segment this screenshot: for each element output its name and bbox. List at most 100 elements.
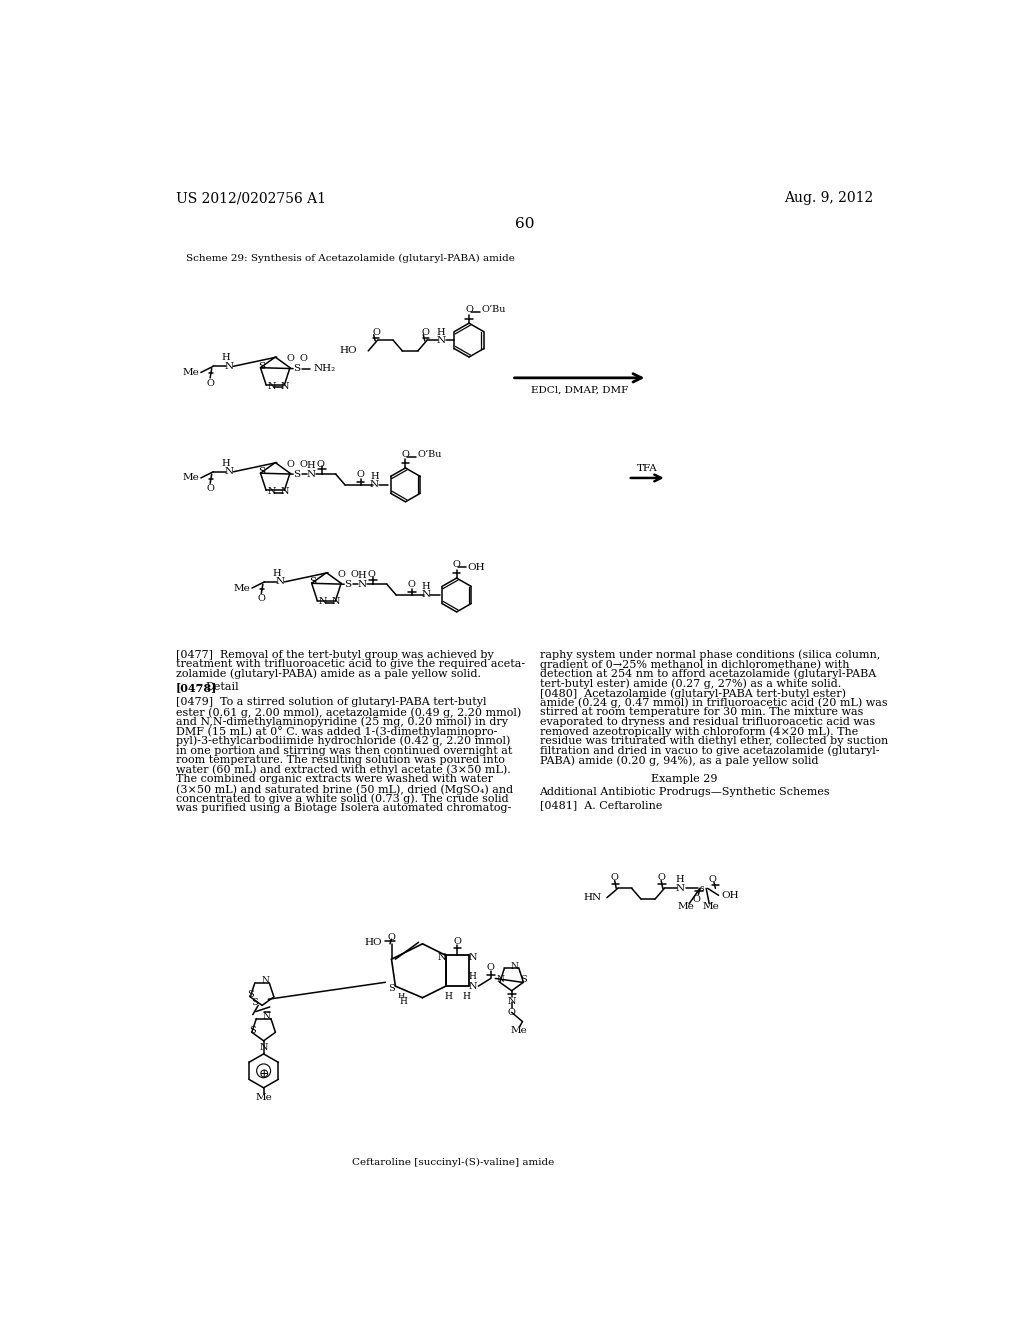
Text: H: H xyxy=(221,459,230,467)
Text: H: H xyxy=(221,354,230,362)
Text: S: S xyxy=(258,467,265,477)
Text: Me: Me xyxy=(182,368,200,378)
Text: Me: Me xyxy=(233,583,251,593)
Text: [0478]: [0478] xyxy=(176,682,217,693)
Text: pyl)-3-ethylcarbodiimide hydrochloride (0.42 g, 2.20 mmol): pyl)-3-ethylcarbodiimide hydrochloride (… xyxy=(176,737,510,747)
Text: Ceftaroline [succinyl-(S)-valine] amide: Ceftaroline [succinyl-(S)-valine] amide xyxy=(352,1158,555,1167)
Text: treatment with trifluoroacetic acid to give the required aceta-: treatment with trifluoroacetic acid to g… xyxy=(176,659,525,669)
Text: S: S xyxy=(520,975,526,985)
Text: Detail: Detail xyxy=(206,682,240,692)
Text: O: O xyxy=(338,570,346,578)
Text: Me: Me xyxy=(678,903,694,911)
Text: N: N xyxy=(421,590,430,599)
Text: N: N xyxy=(469,953,477,962)
Text: stirred at room temperature for 30 min. The mixture was: stirred at room temperature for 30 min. … xyxy=(541,708,863,717)
Text: NH₂: NH₂ xyxy=(314,364,336,374)
Text: S: S xyxy=(388,983,395,993)
Text: N: N xyxy=(437,953,446,962)
Text: H: H xyxy=(306,461,315,470)
Text: H: H xyxy=(399,997,408,1006)
Text: S: S xyxy=(309,577,316,586)
Text: N: N xyxy=(332,598,340,606)
Text: removed azeotropically with chloroform (4×20 mL). The: removed azeotropically with chloroform (… xyxy=(541,726,858,738)
Text: N: N xyxy=(259,1043,268,1052)
Text: H: H xyxy=(357,572,367,581)
Text: [0480]  Acetazolamide (glutaryl-PABA tert-butyl ester): [0480] Acetazolamide (glutaryl-PABA tert… xyxy=(541,688,846,698)
Text: O: O xyxy=(287,459,295,469)
Text: O: O xyxy=(206,379,214,388)
Text: O: O xyxy=(287,354,295,363)
Text: O: O xyxy=(657,873,666,882)
Text: HN: HN xyxy=(584,894,602,902)
Text: S: S xyxy=(249,1026,255,1035)
Text: S: S xyxy=(344,579,351,589)
Text: ⊕: ⊕ xyxy=(258,1068,269,1081)
Text: N: N xyxy=(675,884,684,892)
Text: (3×50 mL) and saturated brine (50 mL), dried (MgSO₄) and: (3×50 mL) and saturated brine (50 mL), d… xyxy=(176,784,513,795)
Text: O: O xyxy=(508,1008,515,1016)
Text: N: N xyxy=(306,470,315,479)
Text: OH: OH xyxy=(467,562,485,572)
Text: zolamide (glutaryl-PABA) amide as a pale yellow solid.: zolamide (glutaryl-PABA) amide as a pale… xyxy=(176,669,481,680)
Text: H: H xyxy=(676,875,684,884)
Text: s: s xyxy=(699,884,703,892)
Text: filtration and dried in vacuo to give acetazolamide (glutaryl-: filtration and dried in vacuo to give ac… xyxy=(541,746,880,756)
Text: ester (0.61 g, 2.00 mmol), acetazolamide (0.49 g, 2.20 mmol): ester (0.61 g, 2.00 mmol), acetazolamide… xyxy=(176,708,521,718)
Text: The combined organic extracts were washed with water: The combined organic extracts were washe… xyxy=(176,775,493,784)
Text: N: N xyxy=(268,487,276,496)
Text: H: H xyxy=(437,327,445,337)
Text: was purified using a Biotage Isolera automated chromatog-: was purified using a Biotage Isolera aut… xyxy=(176,804,511,813)
Text: Me: Me xyxy=(511,1027,527,1035)
Text: HO: HO xyxy=(365,937,382,946)
Text: O: O xyxy=(299,459,307,469)
Text: H: H xyxy=(397,993,404,1001)
Text: S: S xyxy=(258,362,265,371)
Text: S: S xyxy=(251,998,258,1007)
Text: evaporated to dryness and residual trifluoroacetic acid was: evaporated to dryness and residual trifl… xyxy=(541,717,876,727)
Text: OʼBu: OʼBu xyxy=(481,305,506,314)
Text: H: H xyxy=(444,993,452,1002)
Text: N: N xyxy=(507,997,516,1006)
Text: N: N xyxy=(281,381,289,391)
Text: H: H xyxy=(370,473,379,480)
Text: and N,N-dimethylaminopyridine (25 mg, 0.20 mmol) in dry: and N,N-dimethylaminopyridine (25 mg, 0.… xyxy=(176,717,508,727)
Text: N: N xyxy=(357,579,367,589)
Text: water (60 mL) and extracted with ethyl acetate (3×50 mL).: water (60 mL) and extracted with ethyl a… xyxy=(176,764,511,775)
Text: O: O xyxy=(422,327,429,337)
Text: N: N xyxy=(275,577,285,586)
Text: N: N xyxy=(319,598,328,606)
Text: O: O xyxy=(372,327,380,337)
Text: US 2012/0202756 A1: US 2012/0202756 A1 xyxy=(176,191,326,206)
Text: O: O xyxy=(454,937,462,946)
Text: 60: 60 xyxy=(515,216,535,231)
Text: S: S xyxy=(247,990,254,999)
Text: O: O xyxy=(401,450,410,458)
Text: Scheme 29: Synthesis of Acetazolamide (glutaryl-PABA) amide: Scheme 29: Synthesis of Acetazolamide (g… xyxy=(186,253,515,263)
Text: [0479]  To a stirred solution of glutaryl-PABA tert-butyl: [0479] To a stirred solution of glutaryl… xyxy=(176,697,486,708)
Text: S: S xyxy=(294,470,300,479)
Text: S: S xyxy=(294,364,300,374)
Text: O: O xyxy=(709,875,716,883)
Text: N: N xyxy=(263,1011,270,1020)
Text: O: O xyxy=(453,560,461,569)
Text: O: O xyxy=(408,579,416,589)
Text: O: O xyxy=(368,570,375,578)
Text: O: O xyxy=(387,933,395,942)
Text: H: H xyxy=(272,569,282,578)
Text: N: N xyxy=(370,480,379,490)
Text: O: O xyxy=(465,305,473,314)
Text: OʼBu: OʼBu xyxy=(418,450,442,458)
Text: H: H xyxy=(421,582,430,591)
Text: Me: Me xyxy=(255,1093,272,1102)
Text: TFA: TFA xyxy=(637,465,657,473)
Text: in one portion and stirring was then continued overnight at: in one portion and stirring was then con… xyxy=(176,746,512,755)
Text: N: N xyxy=(436,335,445,345)
Text: EDCl, DMAP, DMF: EDCl, DMAP, DMF xyxy=(531,385,629,395)
Text: N: N xyxy=(511,962,519,970)
Text: residue was triturated with diethyl ether, collected by suction: residue was triturated with diethyl ethe… xyxy=(541,737,889,746)
Text: amide (0.24 g, 0.47 mmol) in trifluoroacetic acid (20 mL) was: amide (0.24 g, 0.47 mmol) in trifluoroac… xyxy=(541,698,888,709)
Text: N: N xyxy=(281,487,289,496)
Text: HO: HO xyxy=(340,346,357,355)
Text: O: O xyxy=(486,964,495,972)
Text: Aug. 9, 2012: Aug. 9, 2012 xyxy=(784,191,873,206)
